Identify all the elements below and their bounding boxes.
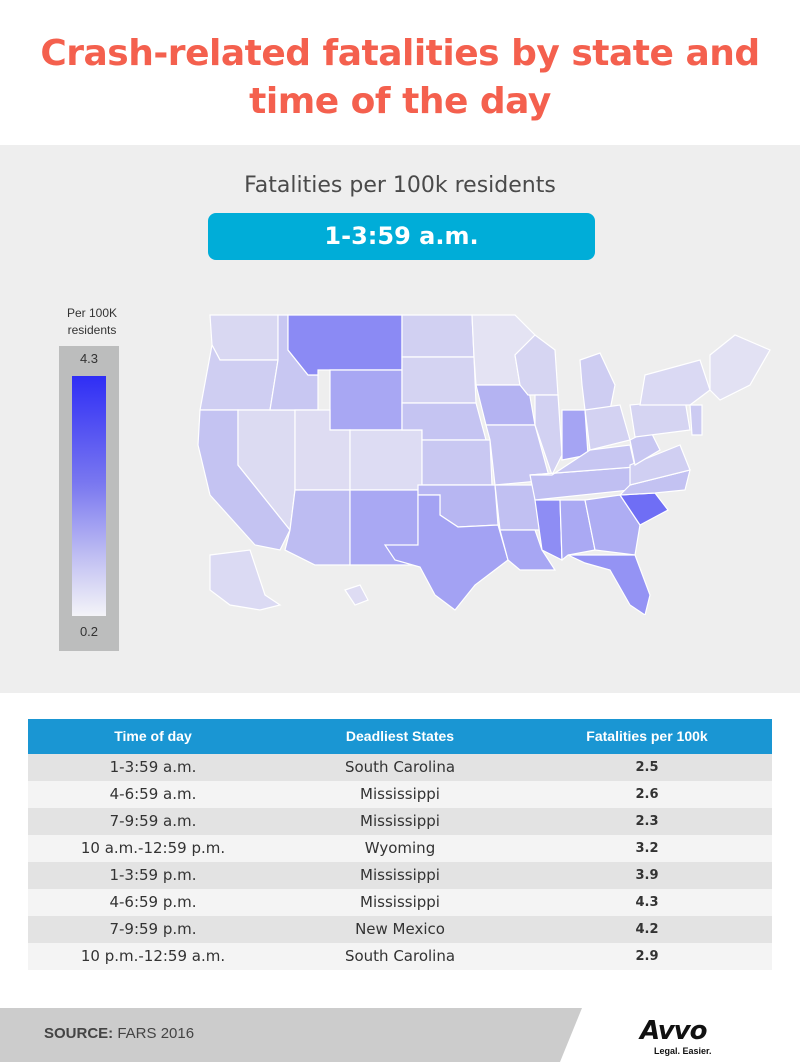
cell-time: 1-3:59 a.m. xyxy=(109,758,197,776)
state-alaska xyxy=(209,549,282,611)
state-hawaii xyxy=(344,584,369,606)
state-south-dakota xyxy=(401,356,477,404)
cell-fatalities: 3.9 xyxy=(635,868,659,883)
table-header: Time of day Deadliest States Fatalities … xyxy=(28,719,772,754)
state-new-jersey xyxy=(689,404,703,436)
avvo-logo[interactable]: Avvo xyxy=(640,1016,707,1046)
page-title: Crash-related fatalities by state and ti… xyxy=(40,33,760,122)
table-row: 10 p.m.-12:59 a.m. South Carolina 2.9 xyxy=(28,943,772,970)
cell-fatalities: 2.9 xyxy=(635,949,659,964)
state-new-england xyxy=(709,334,771,401)
state-indiana xyxy=(561,409,589,461)
table-row: 10 a.m.-12:59 p.m. Wyoming 3.2 xyxy=(28,835,772,862)
cell-state: Wyoming xyxy=(364,839,436,857)
us-map xyxy=(197,314,771,615)
cell-state: Mississippi xyxy=(360,785,440,803)
cell-time: 4-6:59 p.m. xyxy=(109,893,197,911)
cell-fatalities: 3.2 xyxy=(635,841,659,856)
footer: SOURCE: FARS 2016 Avvo Legal. Easier. xyxy=(0,1008,800,1062)
state-ohio xyxy=(584,404,631,451)
state-wyoming xyxy=(329,369,403,431)
source-line: SOURCE: FARS 2016 xyxy=(44,1025,194,1042)
table-row: 4-6:59 p.m. Mississippi 4.3 xyxy=(28,889,772,916)
state-arizona xyxy=(284,489,351,566)
legend-label: Per 100K residents xyxy=(66,306,118,337)
state-illinois xyxy=(534,394,563,477)
header-deadliest-states: Deadliest States xyxy=(345,728,455,744)
header-fatalities: Fatalities per 100k xyxy=(586,728,708,744)
table-row: 1-3:59 a.m. South Carolina 2.5 xyxy=(28,754,772,781)
state-missouri xyxy=(485,424,551,486)
cell-fatalities: 2.3 xyxy=(635,814,659,829)
source-label: SOURCE: xyxy=(44,1025,114,1042)
state-louisiana xyxy=(499,529,557,571)
cell-time: 1-3:59 p.m. xyxy=(109,866,197,884)
state-washington xyxy=(209,314,279,361)
state-georgia xyxy=(584,494,641,556)
map-subtitle: Fatalities per 100k residents xyxy=(244,173,556,198)
cell-time: 4-6:59 a.m. xyxy=(109,785,197,803)
cell-fatalities: 4.3 xyxy=(635,895,659,910)
state-new-york xyxy=(639,359,711,406)
map-panel: Fatalities per 100k residents 1-3:59 a.m… xyxy=(0,145,800,693)
state-kentucky xyxy=(529,444,636,476)
state-virginia xyxy=(629,444,691,486)
cell-fatalities: 2.5 xyxy=(635,760,659,775)
state-michigan xyxy=(579,352,616,411)
state-florida xyxy=(567,554,651,615)
logo-tagline: Legal. Easier. xyxy=(654,1046,712,1056)
state-north-dakota xyxy=(401,314,475,358)
table-row: 7-9:59 a.m. Mississippi 2.3 xyxy=(28,808,772,835)
table-row: 1-3:59 p.m. Mississippi 3.9 xyxy=(28,862,772,889)
legend-max-value: 4.3 xyxy=(79,351,99,366)
state-alabama xyxy=(559,499,596,562)
header-time-of-day: Time of day xyxy=(114,728,192,744)
cell-state: New Mexico xyxy=(355,920,445,938)
cell-state: Mississippi xyxy=(360,893,440,911)
source-value: FARS 2016 xyxy=(117,1025,195,1042)
state-texas xyxy=(383,494,509,611)
cell-time: 10 a.m.-12:59 p.m. xyxy=(80,839,226,857)
title-block: Crash-related fatalities by state and ti… xyxy=(0,0,800,145)
state-montana xyxy=(287,314,403,376)
cell-state: Mississippi xyxy=(360,866,440,884)
table-row: 7-9:59 p.m. New Mexico 4.2 xyxy=(28,916,772,943)
cell-fatalities: 4.2 xyxy=(635,922,659,937)
legend-gradient-bar xyxy=(72,376,106,616)
cell-state: South Carolina xyxy=(344,758,456,776)
table-row: 4-6:59 a.m. Mississippi 2.6 xyxy=(28,781,772,808)
cell-time: 10 p.m.-12:59 a.m. xyxy=(80,947,226,965)
legend-min-value: 0.2 xyxy=(79,624,99,639)
time-selector[interactable]: 1-3:59 a.m. xyxy=(208,213,595,260)
cell-fatalities: 2.6 xyxy=(635,787,659,802)
cell-time: 7-9:59 p.m. xyxy=(109,920,197,938)
footer-logo-area xyxy=(560,1008,800,1062)
cell-time: 7-9:59 a.m. xyxy=(109,812,197,830)
cell-state: Mississippi xyxy=(360,812,440,830)
state-colorado xyxy=(349,429,423,491)
cell-state: South Carolina xyxy=(344,947,456,965)
state-kansas xyxy=(421,439,493,486)
deadliest-states-table: Time of day Deadliest States Fatalities … xyxy=(28,719,772,970)
